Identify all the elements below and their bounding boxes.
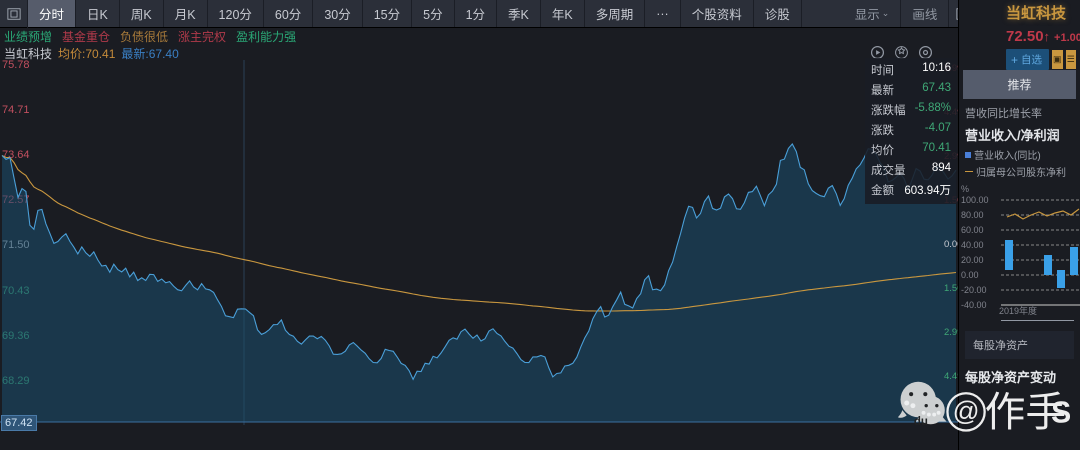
svg-text:du: du [914,416,928,428]
svg-text:S: S [1051,397,1071,430]
svg-text:@: @ [953,396,980,426]
